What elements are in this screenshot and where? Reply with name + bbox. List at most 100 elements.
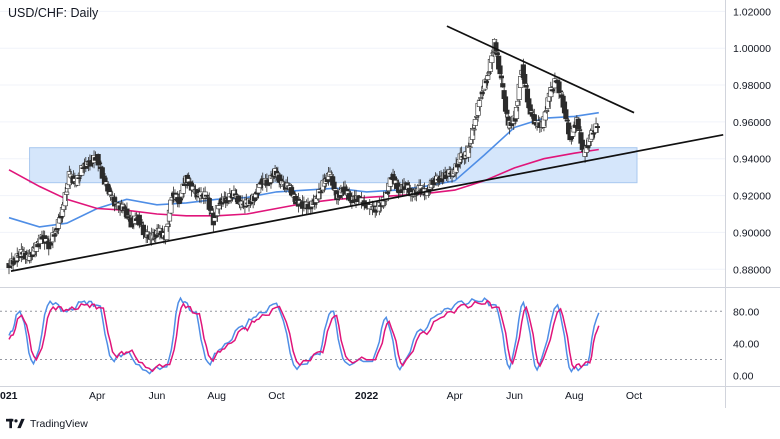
candle-body — [483, 80, 489, 84]
candle-body — [177, 198, 184, 201]
brand-name: TradingView — [30, 417, 88, 430]
candle-body — [212, 217, 218, 222]
candle-body — [494, 52, 500, 56]
candle-body — [181, 183, 188, 186]
y-tick-label: 1.02000 — [733, 6, 771, 18]
candle-body — [504, 109, 510, 114]
x-tick-label: Oct — [268, 390, 284, 402]
candle-body — [479, 91, 485, 95]
candle-body — [590, 132, 596, 135]
candle-body — [208, 205, 214, 211]
candle-body — [485, 75, 491, 80]
stochastic-k-line — [8, 296, 600, 375]
candle-body — [235, 195, 241, 205]
falling-trendline — [446, 25, 635, 114]
candle-layer — [6, 38, 601, 275]
candle-body — [313, 196, 319, 203]
candle-body — [79, 165, 85, 176]
candle-body — [35, 244, 41, 248]
candle-body — [316, 189, 322, 200]
candle-body — [542, 111, 548, 121]
candle-body — [64, 191, 70, 195]
y-tick-label: 1.00000 — [733, 43, 771, 55]
candle-body — [176, 197, 182, 205]
x-tick-label: Oct — [626, 390, 642, 402]
candle-body — [138, 221, 144, 224]
rising-trendline — [10, 133, 724, 272]
candle-body — [472, 119, 478, 126]
y-tick-label: 0.88000 — [733, 264, 771, 276]
candle-body — [203, 194, 210, 197]
candle-body — [465, 145, 472, 158]
candle-body — [378, 205, 384, 207]
candle-body — [482, 79, 488, 90]
candle-body — [216, 205, 222, 210]
zone-layer — [29, 147, 638, 184]
candle-body — [513, 107, 520, 119]
chart-title: USD/CHF: Daily — [8, 6, 99, 20]
candle-body — [589, 130, 595, 140]
candle-body — [527, 104, 533, 115]
candle-body — [577, 129, 583, 131]
candle-body — [380, 196, 387, 206]
candle-body — [95, 154, 101, 166]
moving-average-line-1 — [8, 111, 599, 228]
candle-body — [486, 72, 492, 74]
candle-body — [594, 126, 601, 129]
candle-body — [384, 191, 391, 194]
candle-body — [476, 100, 483, 107]
candle-body — [489, 55, 495, 63]
candle-body — [471, 128, 477, 131]
candle-body — [358, 197, 365, 203]
candle-body — [328, 174, 334, 177]
stochastic-d-line — [8, 299, 600, 373]
candle-body — [50, 232, 56, 243]
candle-body — [76, 177, 82, 179]
candle-body — [332, 188, 339, 191]
tradingview-brand[interactable]: TradingView — [6, 417, 88, 430]
candle-body — [376, 202, 382, 212]
x-tick-label: Apr — [447, 390, 464, 402]
candle-body — [575, 118, 581, 129]
x-tick-label: Apr — [89, 390, 106, 402]
candle-body — [579, 139, 585, 150]
candle-body — [190, 186, 196, 191]
candle-body — [593, 123, 599, 133]
y-tick-label: 0.98000 — [733, 80, 771, 92]
candle-body — [523, 84, 529, 88]
candle-body — [498, 75, 504, 79]
candle-body — [500, 83, 506, 88]
tradingview-logo-icon — [6, 418, 25, 429]
candle-body — [467, 146, 473, 149]
candle-body — [564, 119, 570, 122]
candle-body — [124, 208, 130, 219]
x-tick-label: Aug — [207, 390, 226, 402]
candle-body — [107, 191, 114, 196]
candle-body — [544, 110, 550, 112]
candle-body — [136, 214, 142, 226]
candle-body — [548, 87, 554, 98]
candle-body — [47, 243, 53, 246]
y-tick-label: 0.92000 — [733, 191, 771, 203]
candle-body — [470, 127, 476, 140]
candle-body — [74, 175, 81, 186]
candle-body — [125, 215, 131, 217]
candle-body — [453, 163, 459, 173]
candle-body — [140, 224, 147, 236]
candle-body — [522, 73, 528, 84]
x-tick-label: Jun — [506, 390, 523, 402]
candle-body — [478, 97, 484, 99]
y-tick-label: 0.90000 — [733, 227, 771, 239]
trendline-layer — [10, 25, 724, 272]
candle-body — [528, 110, 535, 113]
y-tick-label: 0.94000 — [733, 154, 771, 166]
candle-body — [109, 195, 115, 198]
support-zone — [29, 147, 638, 184]
candle-body — [515, 100, 521, 106]
stoch-y-tick-label: 40.00 — [733, 338, 759, 350]
candle-body — [556, 81, 562, 94]
x-tick-label: Aug — [565, 390, 584, 402]
stoch-y-tick-label: 80.00 — [733, 306, 759, 318]
candle-body — [96, 162, 103, 165]
